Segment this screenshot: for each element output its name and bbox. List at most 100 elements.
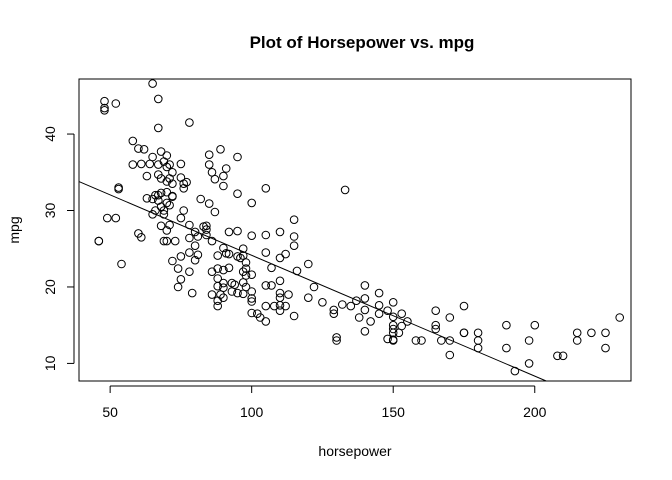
data-point [502, 320, 511, 330]
x-axis: 50 100 150 200 [102, 385, 547, 420]
data-point [156, 188, 166, 198]
data-point [213, 264, 222, 273]
data-point [162, 177, 172, 186]
data-point [309, 282, 319, 292]
data-point [103, 213, 112, 223]
x-tick-label: 100 [240, 404, 264, 420]
data-point [459, 301, 469, 311]
regression-line [78, 181, 547, 382]
data-point [185, 267, 194, 277]
data-point [207, 236, 217, 246]
data-point [162, 226, 172, 235]
data-point [289, 241, 299, 250]
data-point [159, 236, 169, 246]
data-point [403, 317, 412, 326]
data-point [360, 281, 370, 290]
data-point [233, 152, 242, 162]
data-point [185, 233, 194, 243]
data-point [168, 179, 177, 188]
data-point [445, 313, 455, 322]
data-point [128, 136, 138, 146]
data-point [154, 123, 163, 133]
data-point [340, 185, 350, 195]
data-point [397, 321, 407, 331]
data-point [284, 290, 293, 299]
data-point [346, 301, 356, 311]
data-point [329, 309, 339, 319]
data-point [318, 298, 327, 307]
data-point [142, 194, 152, 203]
data-point [156, 147, 166, 156]
data-point [207, 290, 217, 299]
data-point [241, 282, 251, 292]
data-point [185, 118, 194, 127]
data-point [137, 233, 146, 242]
data-point [173, 282, 183, 292]
data-point [196, 194, 205, 204]
data-point [173, 264, 183, 273]
data-point [148, 79, 157, 88]
data-point [247, 287, 256, 296]
data-point [128, 160, 138, 169]
data-point [445, 336, 455, 345]
data-point [185, 248, 194, 257]
data-point [261, 281, 271, 290]
regression-line-layer [78, 181, 547, 382]
data-point [187, 288, 197, 298]
data-point [332, 333, 341, 342]
data-point [397, 309, 407, 319]
data-point [289, 311, 299, 321]
data-point [233, 189, 242, 198]
data-point [615, 313, 625, 322]
data-point [210, 207, 220, 217]
data-point [304, 259, 313, 269]
data-point [270, 301, 279, 311]
data-point [230, 280, 239, 290]
data-point [165, 200, 174, 210]
data-point [190, 241, 200, 250]
data-point [354, 313, 364, 322]
data-point [176, 213, 186, 223]
data-point [530, 320, 540, 330]
data-point [383, 306, 392, 316]
data-point [411, 336, 421, 345]
data-point [236, 253, 245, 263]
data-point [162, 198, 172, 208]
data-point [304, 293, 313, 303]
data-point [374, 288, 384, 298]
y-tick-label: 40 [42, 126, 58, 142]
data-point [168, 192, 177, 201]
data-point [352, 296, 361, 306]
data-point [219, 171, 228, 181]
data-point [360, 294, 370, 303]
data-point [182, 177, 191, 187]
x-axis-label: horsepower [318, 443, 391, 459]
data-point [383, 334, 392, 344]
data-point [247, 231, 256, 240]
data-point [275, 293, 285, 303]
data-point [219, 278, 228, 288]
data-point [202, 225, 211, 234]
plot-area-frame [78, 78, 632, 382]
data-point [553, 351, 562, 361]
data-point [601, 328, 610, 338]
data-point [137, 159, 146, 169]
data-point [111, 213, 121, 223]
data-point [204, 199, 214, 208]
data-point [100, 103, 109, 113]
data-point [213, 301, 222, 311]
data-point [360, 305, 370, 315]
data-point [219, 265, 228, 275]
data-point [459, 328, 469, 338]
data-point [193, 250, 203, 260]
data-point [238, 244, 248, 253]
data-point [224, 263, 234, 273]
data-point [329, 305, 339, 315]
data-point [445, 350, 455, 360]
data-point [247, 270, 256, 280]
data-point [261, 301, 271, 311]
data-point [261, 230, 271, 240]
data-point [261, 317, 271, 326]
y-tick-label: 30 [42, 203, 58, 219]
